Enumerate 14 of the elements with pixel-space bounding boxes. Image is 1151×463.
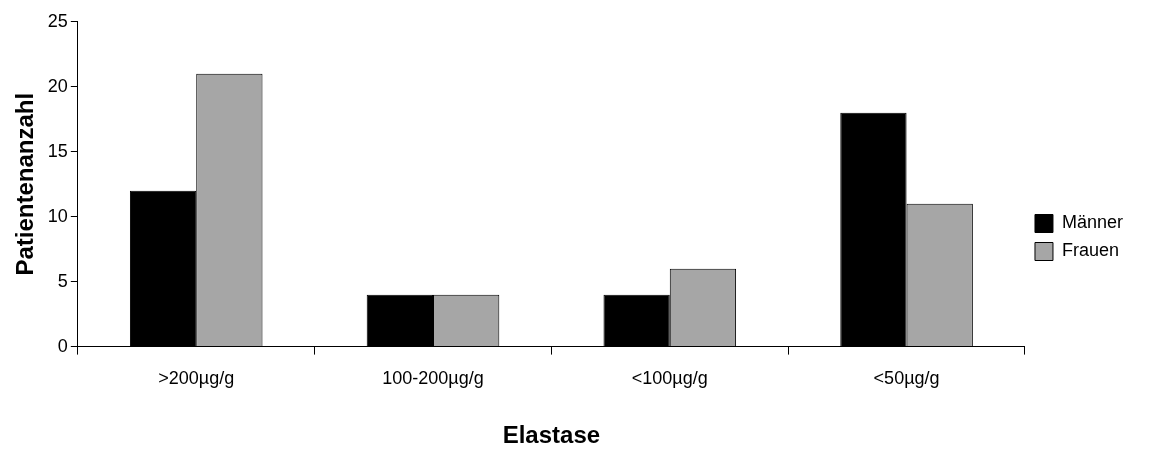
y-tick-label: 10 [47,205,68,226]
y-tick-label: 20 [47,75,68,96]
legend-label: Frauen [1061,240,1120,261]
y-tick-label: 15 [47,140,68,161]
x-tick-label: <100µg/g [631,368,708,389]
legend-label: Männer [1061,212,1124,233]
y-tick-label: 0 [57,335,68,356]
y-tick-label: 5 [57,270,68,291]
y-axis-title: Patientenanzahl [11,92,39,276]
x-tick-label: 100-200µg/g [382,368,484,389]
y-tick-label: 25 [47,10,68,31]
x-tick-label: <50µg/g [873,368,940,389]
x-axis-title: Elastase [502,421,601,449]
x-tick-label: >200µg/g [158,368,235,389]
